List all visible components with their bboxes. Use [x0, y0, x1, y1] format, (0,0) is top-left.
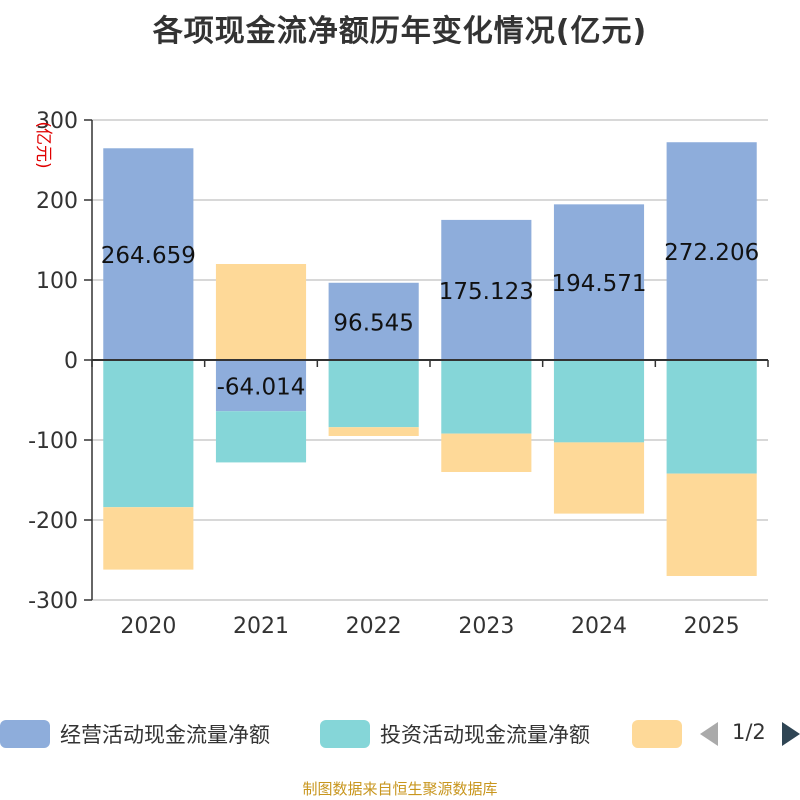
pager-text: 1/2 — [732, 720, 766, 744]
cashflow-bar-chart: 300 200 100 0 -100 -200 -300 (亿元) 264.659 -64.014… — [28, 109, 769, 639]
data-label-2021: -64.014 — [217, 375, 306, 401]
y-tick-label: -300 — [28, 589, 78, 614]
legend-item-investing[interactable]: 投资活动现金流量净额 — [320, 716, 590, 752]
data-label-2023: 175.123 — [439, 279, 534, 305]
bar-2020-series-1 — [103, 360, 194, 508]
bar-2021-series-1 — [215, 411, 307, 463]
data-label-2024: 194.571 — [551, 271, 646, 297]
legend-swatch-investing — [320, 720, 370, 748]
x-tick-label: 2021 — [233, 614, 289, 639]
legend-item-financing[interactable] — [632, 716, 682, 752]
x-tick-label: 2020 — [120, 614, 176, 639]
bar-2020-series-2 — [103, 507, 194, 570]
legend-item-operating[interactable]: 经营活动现金流量净额 — [0, 716, 270, 752]
y-tick-label: -100 — [28, 429, 78, 454]
bar-2022-series-2 — [328, 427, 419, 436]
y-tick-label: 0 — [64, 349, 78, 374]
pager-prev-icon[interactable] — [700, 722, 718, 746]
bar-2022-series-0 — [328, 282, 419, 360]
x-tick-label: 2025 — [684, 614, 740, 639]
y-axis-title: (亿元) — [33, 121, 53, 168]
y-tick-label: 100 — [36, 269, 78, 294]
y-tick-label: -200 — [28, 509, 78, 534]
y-tick-label: 200 — [36, 189, 78, 214]
bar-2021-series-0 — [215, 360, 307, 412]
bar-2021-series-2 — [215, 264, 307, 360]
bar-2025-series-1 — [666, 360, 757, 474]
pager-next-icon[interactable] — [782, 722, 800, 746]
x-tick-label: 2023 — [458, 614, 514, 639]
data-label-2022: 96.545 — [333, 310, 413, 336]
legend-label-investing: 投资活动现金流量净额 — [380, 723, 590, 747]
x-tick-label: 2022 — [346, 614, 402, 639]
bar-2022-series-1 — [328, 360, 419, 428]
x-tick-label: 2024 — [571, 614, 627, 639]
bar-2023-series-0 — [441, 219, 532, 360]
legend-swatch-financing — [632, 720, 682, 748]
bar-2024-series-1 — [553, 360, 645, 443]
bar-2025-series-0 — [666, 142, 757, 360]
bar-2020-series-0 — [103, 148, 194, 360]
bar-2023-series-2 — [441, 433, 532, 472]
chart-title: 各项现金流净额历年变化情况(亿元) — [152, 14, 648, 49]
bar-2023-series-1 — [441, 360, 532, 434]
legend-pager: 1/2 — [700, 716, 800, 752]
legend-label-operating: 经营活动现金流量净额 — [60, 723, 270, 747]
data-label-2020: 264.659 — [101, 243, 196, 269]
source-note: 制图数据来自恒生聚源数据库 — [302, 780, 498, 798]
legend: 经营活动现金流量净额 投资活动现金流量净额 — [0, 716, 800, 752]
y-tick-label: 300 — [36, 109, 78, 134]
bar-2024-series-0 — [553, 204, 645, 360]
legend-swatch-operating — [0, 720, 50, 748]
bar-2025-series-2 — [666, 473, 757, 576]
bar-2024-series-2 — [553, 442, 645, 514]
data-label-2025: 272.206 — [664, 240, 759, 266]
